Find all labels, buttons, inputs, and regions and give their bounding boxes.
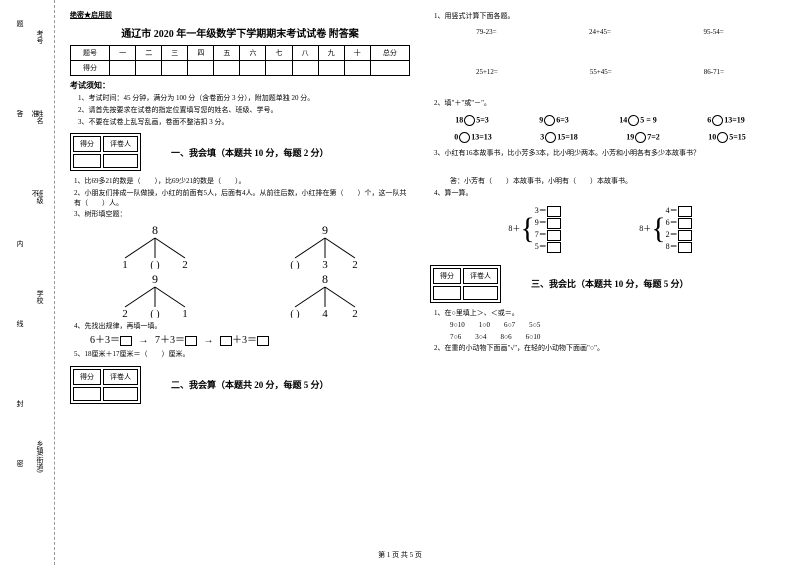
notice-1: 1、考试时间：45 分钟，满分为 100 分（含卷面分 3 分），附加题单独 2… [78, 93, 410, 103]
q1-3: 3、树形填空题： [74, 210, 410, 220]
answer-box[interactable] [185, 336, 197, 346]
q2-4-title: 4、算一算。 [434, 189, 770, 199]
margin-label-exam-no: 考号 [35, 30, 45, 44]
svg-text:9: 9 [152, 273, 158, 286]
margin-label-town: 乡镇(街道) [35, 440, 45, 473]
answer-box[interactable] [678, 218, 692, 229]
margin-side-2: 答 [15, 110, 25, 117]
answer-circle[interactable] [544, 115, 555, 126]
svg-text:1: 1 [182, 308, 188, 318]
q1-4-prefix: 4、先找出规律，再填一填。 [74, 322, 410, 332]
svg-text:8: 8 [322, 273, 328, 286]
margin-side-3: 内 [15, 240, 25, 247]
section-3-title: 三、我会比（本题共 10 分，每题 5 分） [531, 277, 689, 290]
svg-text:9: 9 [322, 224, 328, 237]
arrow-icon: → [139, 335, 149, 346]
brace-icon: { [520, 217, 534, 241]
q1-4-expr: 6＋3＝ → 7＋3＝ → ＋3＝ [90, 334, 410, 348]
section-2-title: 二、我会算（本题共 20 分，每题 5 分） [171, 378, 329, 391]
q2-2-title: 2、填"＋"或"－"。 [434, 99, 770, 109]
margin-dash-1: 不 [30, 190, 40, 197]
tree-3: 9 2 ( ) 1 [110, 273, 200, 318]
grade-box-3: 得分评卷人 [430, 265, 501, 303]
answer-box[interactable] [678, 206, 692, 217]
answer-box[interactable] [547, 242, 561, 253]
binding-margin: 考号 姓名 班级 学校 乡镇(街道) 题 答 内 线 封 密 不 准 [5, 0, 55, 565]
svg-text:8: 8 [152, 224, 158, 237]
brace-icon: { [651, 217, 665, 241]
answer-circle[interactable] [545, 132, 556, 143]
q2-1-title: 1、用竖式计算下面各题。 [434, 12, 770, 22]
svg-text:2: 2 [122, 308, 128, 318]
svg-text:( ): ( ) [290, 260, 299, 269]
margin-dash-2: 准 [30, 110, 40, 117]
margin-side-6: 密 [15, 460, 25, 467]
q3-1-title: 1、在○里填上＞、＜或＝。 [434, 309, 770, 319]
q2-3-ans: 答：小芳有（ ）本故事书，小明有（ ）本故事书。 [450, 177, 770, 187]
notice-title: 考试须知： [70, 80, 410, 91]
page-footer: 第 1 页 共 5 页 [0, 550, 800, 560]
q3-1-r2: 7○6 3○4 8○6 6○10 [450, 333, 770, 343]
svg-text:2: 2 [352, 308, 358, 318]
tree-4: 8 ( ) 4 2 [280, 273, 370, 318]
answer-box[interactable] [678, 230, 692, 241]
q2-3: 3、小红有16本故事书，比小芳多3本，比小明少两本。小芳和小明各有多少本故事书？ [434, 149, 770, 159]
answer-circle[interactable] [712, 115, 723, 126]
svg-text:3: 3 [322, 259, 328, 269]
answer-circle[interactable] [717, 132, 728, 143]
answer-box[interactable] [220, 336, 232, 346]
brace-groups: 8＋ { 3＝ 9＝ 7＝ 5＝ 8＋ { 4＝ 6＝ 2＝ 8＝ [430, 205, 770, 253]
svg-text:2: 2 [182, 259, 188, 269]
grade-box-2: 得分评卷人 [70, 366, 141, 404]
answer-box[interactable] [547, 230, 561, 241]
fill-row-2: 013=13 315=18 197=2 105=15 [430, 132, 770, 143]
answer-box[interactable] [547, 218, 561, 229]
q1-1: 1、比69多21的数是（ ），比69少21的数是（ ）。 [74, 177, 410, 187]
svg-text:( ): ( ) [150, 309, 159, 318]
svg-text:( ): ( ) [290, 309, 299, 318]
tree-row-1: 8 1 ( ) 2 9 ( ) 3 2 [70, 224, 410, 269]
q1-2: 2、小朋友们排成一队做操，小红的前面有5人，后面有4人。从前往后数，小红排在第（… [74, 189, 410, 209]
margin-side-5: 封 [15, 400, 25, 407]
brace-group-1: 8＋ { 3＝ 9＝ 7＝ 5＝ [508, 205, 560, 253]
notice-3: 3、不要在试卷上乱写乱画，卷面不整洁扣 3 分。 [78, 117, 410, 127]
exam-page: 绝密★启用前 通辽市 2020 年一年级数学下学期期末考试试卷 附答案 题号 一… [0, 0, 800, 565]
answer-circle[interactable] [628, 115, 639, 126]
answer-circle[interactable] [635, 132, 646, 143]
tree-row-2: 9 2 ( ) 1 8 ( ) 4 2 [70, 273, 410, 318]
margin-side-4: 线 [15, 320, 25, 327]
q1-5: 5、18厘米＋17厘米＝（ ）厘米。 [74, 350, 410, 360]
section-1-title: 一、我会填（本题共 10 分，每题 2 分） [171, 146, 329, 159]
answer-circle[interactable] [464, 115, 475, 126]
fill-row-1: 185=3 96=3 145 = 9 613=19 [430, 115, 770, 126]
score-value-row: 得分 [71, 61, 410, 76]
score-table: 题号 一 二 三 四 五 六 七 八 九 十 总分 得分 [70, 45, 410, 76]
brace-group-2: 8＋ { 4＝ 6＝ 2＝ 8＝ [639, 205, 691, 253]
svg-text:4: 4 [322, 308, 328, 318]
answer-box[interactable] [257, 336, 269, 346]
svg-text:2: 2 [352, 259, 358, 269]
svg-text:1: 1 [122, 259, 128, 269]
right-column: 1、用竖式计算下面各题。 79-23= 24+45= 95-54= 25+12=… [420, 10, 780, 555]
score-header-row: 题号 一 二 三 四 五 六 七 八 九 十 总分 [71, 46, 410, 61]
left-column: 绝密★启用前 通辽市 2020 年一年级数学下学期期末考试试卷 附答案 题号 一… [60, 10, 420, 555]
notice-2: 2、请首先按要求在试卷的指定位置填写您的姓名、班级、学号。 [78, 105, 410, 115]
answer-box[interactable] [678, 242, 692, 253]
tree-1: 8 1 ( ) 2 [110, 224, 200, 269]
confidential-label: 绝密★启用前 [70, 10, 410, 20]
calc-row-2: 25+12= 55+45= 86-71= [430, 68, 770, 76]
exam-title: 通辽市 2020 年一年级数学下学期期末考试试卷 附答案 [70, 25, 410, 40]
grade-box-1: 得分评卷人 [70, 133, 141, 171]
answer-circle[interactable] [459, 132, 470, 143]
margin-side-1: 题 [15, 20, 25, 27]
answer-box[interactable] [547, 206, 561, 217]
tree-2: 9 ( ) 3 2 [280, 224, 370, 269]
arrow-icon: → [204, 335, 214, 346]
answer-box[interactable] [120, 336, 132, 346]
q3-2: 2、在重的小动物下面画"√"，在轻的小动物下面画"○"。 [434, 344, 770, 354]
q3-1-r1: 9○10 1○0 6○7 5○5 [450, 321, 770, 331]
calc-row-1: 79-23= 24+45= 95-54= [430, 28, 770, 36]
margin-label-school: 学校 [35, 290, 45, 304]
svg-text:( ): ( ) [150, 260, 159, 269]
